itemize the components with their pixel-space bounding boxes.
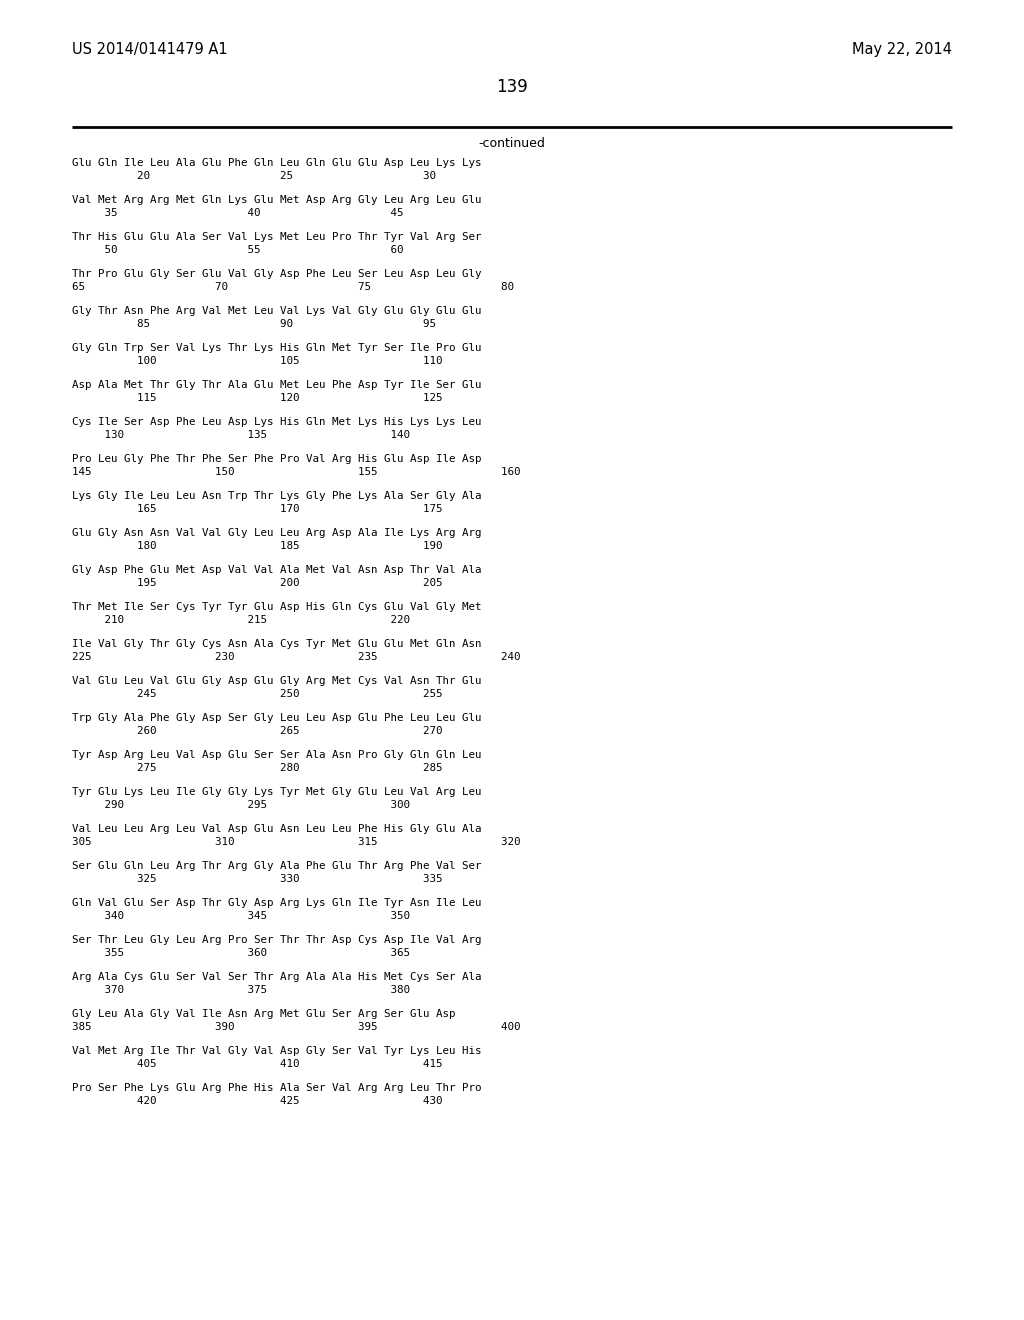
Text: 305                   310                   315                   320: 305 310 315 320 [72, 837, 520, 847]
Text: Tyr Asp Arg Leu Val Asp Glu Ser Ser Ala Asn Pro Gly Gln Gln Leu: Tyr Asp Arg Leu Val Asp Glu Ser Ser Ala … [72, 750, 481, 760]
Text: 370                   375                   380: 370 375 380 [72, 985, 410, 995]
Text: 340                   345                   350: 340 345 350 [72, 911, 410, 921]
Text: 325                   330                   335: 325 330 335 [72, 874, 442, 884]
Text: Ser Glu Gln Leu Arg Thr Arg Gly Ala Phe Glu Thr Arg Phe Val Ser: Ser Glu Gln Leu Arg Thr Arg Gly Ala Phe … [72, 861, 481, 871]
Text: 405                   410                   415: 405 410 415 [72, 1059, 442, 1069]
Text: Glu Gln Ile Leu Ala Glu Phe Gln Leu Gln Glu Glu Asp Leu Lys Lys: Glu Gln Ile Leu Ala Glu Phe Gln Leu Gln … [72, 158, 481, 168]
Text: Lys Gly Ile Leu Leu Asn Trp Thr Lys Gly Phe Lys Ala Ser Gly Ala: Lys Gly Ile Leu Leu Asn Trp Thr Lys Gly … [72, 491, 481, 502]
Text: Trp Gly Ala Phe Gly Asp Ser Gly Leu Leu Asp Glu Phe Leu Leu Glu: Trp Gly Ala Phe Gly Asp Ser Gly Leu Leu … [72, 713, 481, 723]
Text: 225                   230                   235                   240: 225 230 235 240 [72, 652, 520, 663]
Text: US 2014/0141479 A1: US 2014/0141479 A1 [72, 42, 227, 57]
Text: Thr His Glu Glu Ala Ser Val Lys Met Leu Pro Thr Tyr Val Arg Ser: Thr His Glu Glu Ala Ser Val Lys Met Leu … [72, 232, 481, 242]
Text: 35                    40                    45: 35 40 45 [72, 209, 403, 218]
Text: Val Met Arg Arg Met Gln Lys Glu Met Asp Arg Gly Leu Arg Leu Glu: Val Met Arg Arg Met Gln Lys Glu Met Asp … [72, 195, 481, 205]
Text: 130                   135                   140: 130 135 140 [72, 430, 410, 440]
Text: 260                   265                   270: 260 265 270 [72, 726, 442, 737]
Text: 180                   185                   190: 180 185 190 [72, 541, 442, 550]
Text: 165                   170                   175: 165 170 175 [72, 504, 442, 513]
Text: 145                   150                   155                   160: 145 150 155 160 [72, 467, 520, 477]
Text: 420                   425                   430: 420 425 430 [72, 1096, 442, 1106]
Text: 50                    55                    60: 50 55 60 [72, 246, 403, 255]
Text: 355                   360                   365: 355 360 365 [72, 948, 410, 958]
Text: 275                   280                   285: 275 280 285 [72, 763, 442, 774]
Text: Val Met Arg Ile Thr Val Gly Val Asp Gly Ser Val Tyr Lys Leu His: Val Met Arg Ile Thr Val Gly Val Asp Gly … [72, 1045, 481, 1056]
Text: 20                    25                    30: 20 25 30 [72, 172, 436, 181]
Text: Thr Pro Glu Gly Ser Glu Val Gly Asp Phe Leu Ser Leu Asp Leu Gly: Thr Pro Glu Gly Ser Glu Val Gly Asp Phe … [72, 269, 481, 279]
Text: Gly Thr Asn Phe Arg Val Met Leu Val Lys Val Gly Glu Gly Glu Glu: Gly Thr Asn Phe Arg Val Met Leu Val Lys … [72, 306, 481, 315]
Text: 85                    90                    95: 85 90 95 [72, 319, 436, 329]
Text: 100                   105                   110: 100 105 110 [72, 356, 442, 366]
Text: Asp Ala Met Thr Gly Thr Ala Glu Met Leu Phe Asp Tyr Ile Ser Glu: Asp Ala Met Thr Gly Thr Ala Glu Met Leu … [72, 380, 481, 389]
Text: Pro Ser Phe Lys Glu Arg Phe His Ala Ser Val Arg Arg Leu Thr Pro: Pro Ser Phe Lys Glu Arg Phe His Ala Ser … [72, 1082, 481, 1093]
Text: 115                   120                   125: 115 120 125 [72, 393, 442, 403]
Text: Ile Val Gly Thr Gly Cys Asn Ala Cys Tyr Met Glu Glu Met Gln Asn: Ile Val Gly Thr Gly Cys Asn Ala Cys Tyr … [72, 639, 481, 649]
Text: Gln Val Glu Ser Asp Thr Gly Asp Arg Lys Gln Ile Tyr Asn Ile Leu: Gln Val Glu Ser Asp Thr Gly Asp Arg Lys … [72, 898, 481, 908]
Text: -continued: -continued [478, 137, 546, 150]
Text: 245                   250                   255: 245 250 255 [72, 689, 442, 700]
Text: Gly Gln Trp Ser Val Lys Thr Lys His Gln Met Tyr Ser Ile Pro Glu: Gly Gln Trp Ser Val Lys Thr Lys His Gln … [72, 343, 481, 352]
Text: 210                   215                   220: 210 215 220 [72, 615, 410, 624]
Text: Pro Leu Gly Phe Thr Phe Ser Phe Pro Val Arg His Glu Asp Ile Asp: Pro Leu Gly Phe Thr Phe Ser Phe Pro Val … [72, 454, 481, 465]
Text: 195                   200                   205: 195 200 205 [72, 578, 442, 587]
Text: Arg Ala Cys Glu Ser Val Ser Thr Arg Ala Ala His Met Cys Ser Ala: Arg Ala Cys Glu Ser Val Ser Thr Arg Ala … [72, 972, 481, 982]
Text: Gly Asp Phe Glu Met Asp Val Val Ala Met Val Asn Asp Thr Val Ala: Gly Asp Phe Glu Met Asp Val Val Ala Met … [72, 565, 481, 576]
Text: Gly Leu Ala Gly Val Ile Asn Arg Met Glu Ser Arg Ser Glu Asp: Gly Leu Ala Gly Val Ile Asn Arg Met Glu … [72, 1008, 456, 1019]
Text: Tyr Glu Lys Leu Ile Gly Gly Lys Tyr Met Gly Glu Leu Val Arg Leu: Tyr Glu Lys Leu Ile Gly Gly Lys Tyr Met … [72, 787, 481, 797]
Text: Val Leu Leu Arg Leu Val Asp Glu Asn Leu Leu Phe His Gly Glu Ala: Val Leu Leu Arg Leu Val Asp Glu Asn Leu … [72, 824, 481, 834]
Text: 139: 139 [496, 78, 528, 96]
Text: 290                   295                   300: 290 295 300 [72, 800, 410, 810]
Text: May 22, 2014: May 22, 2014 [852, 42, 952, 57]
Text: Glu Gly Asn Asn Val Val Gly Leu Leu Arg Asp Ala Ile Lys Arg Arg: Glu Gly Asn Asn Val Val Gly Leu Leu Arg … [72, 528, 481, 539]
Text: Thr Met Ile Ser Cys Tyr Tyr Glu Asp His Gln Cys Glu Val Gly Met: Thr Met Ile Ser Cys Tyr Tyr Glu Asp His … [72, 602, 481, 612]
Text: 65                    70                    75                    80: 65 70 75 80 [72, 282, 514, 292]
Text: Val Glu Leu Val Glu Gly Asp Glu Gly Arg Met Cys Val Asn Thr Glu: Val Glu Leu Val Glu Gly Asp Glu Gly Arg … [72, 676, 481, 686]
Text: 385                   390                   395                   400: 385 390 395 400 [72, 1022, 520, 1032]
Text: Ser Thr Leu Gly Leu Arg Pro Ser Thr Thr Asp Cys Asp Ile Val Arg: Ser Thr Leu Gly Leu Arg Pro Ser Thr Thr … [72, 935, 481, 945]
Text: Cys Ile Ser Asp Phe Leu Asp Lys His Gln Met Lys His Lys Lys Leu: Cys Ile Ser Asp Phe Leu Asp Lys His Gln … [72, 417, 481, 426]
